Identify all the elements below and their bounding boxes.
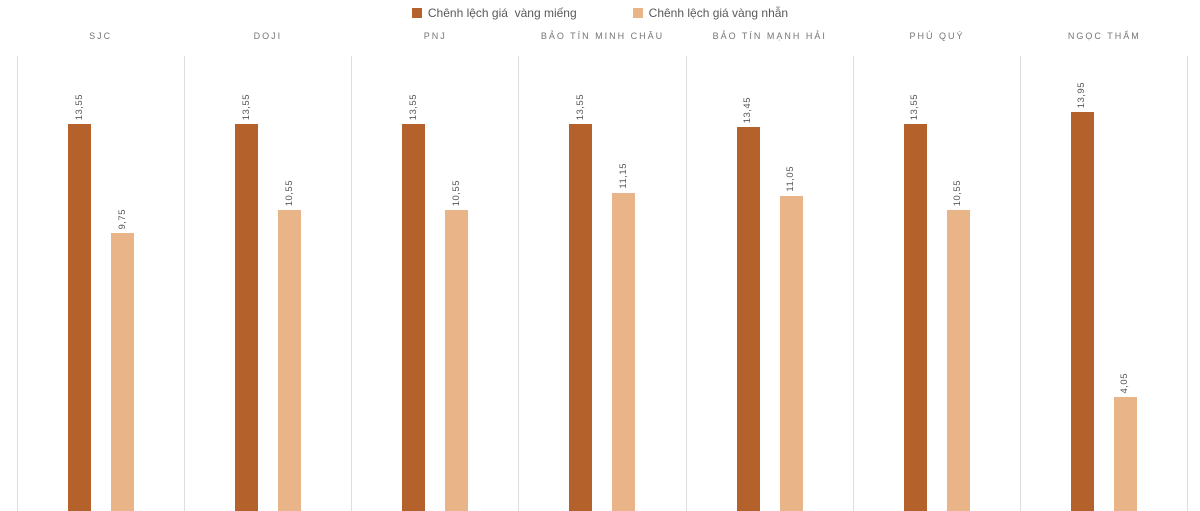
plot-cell: 13,55 10,55 — [852, 56, 1020, 511]
bar-vang-nhan — [1113, 397, 1137, 511]
bar-vang-mieng — [1070, 112, 1094, 511]
bar-value-label: 13,55 — [240, 93, 252, 120]
legend-swatch-vang-mieng — [411, 8, 422, 18]
bar-group-0-series-0: 13,55 — [68, 94, 92, 511]
bar-value-label: 13,55 — [73, 93, 85, 120]
bar-value-label: 11,15 — [617, 163, 629, 189]
bar-value-label: 13,95 — [1076, 81, 1088, 108]
chart-legend: Chênh lệch giá vàng miếng Chênh lệch giá… — [0, 6, 1200, 20]
bar-group-1-series-1: 10,55 — [278, 180, 302, 511]
category-label: PNJ — [423, 31, 447, 41]
bar-group-4-series-0: 13,45 — [736, 97, 760, 511]
legend-label-vang-mieng: Chênh lệch giá vàng miếng — [427, 6, 577, 20]
bar-group-2-series-1: 10,55 — [445, 180, 469, 511]
bar-group-3-series-1: 11,15 — [612, 163, 636, 511]
category-label: PHÚ QUÝ — [909, 31, 965, 41]
bar-vang-mieng — [402, 124, 426, 511]
bar-group-0-series-1: 9,75 — [111, 209, 135, 511]
legend-item-vang-nhan: Chênh lệch giá vàng nhẫn — [632, 6, 789, 20]
bar-vang-nhan — [946, 210, 970, 511]
bar-group-2-series-0: 13,55 — [402, 94, 426, 511]
bar-value-label: 4,05 — [1119, 372, 1131, 394]
plot-cell: 13,55 10,55 — [184, 56, 351, 511]
bar-vang-nhan — [111, 233, 135, 511]
bar-vang-mieng — [235, 124, 259, 511]
plot-cell: 13,45 11,05 — [685, 56, 853, 511]
bar-vang-mieng — [68, 124, 92, 511]
bar-group-4-series-1: 11,05 — [779, 166, 803, 511]
legend-label-vang-nhan: Chênh lệch giá vàng nhẫn — [648, 6, 789, 20]
bar-value-label: 10,55 — [952, 179, 964, 206]
category-label: DOJI — [253, 31, 283, 41]
bar-group-5-series-1: 10,55 — [946, 180, 970, 511]
category-label: BẢO TÍN MẠNH HẢI — [712, 31, 827, 41]
bar-value-label: 13,55 — [909, 93, 921, 120]
bar-vang-mieng — [736, 127, 760, 511]
plot-cell: 13,55 10,55 — [351, 56, 518, 511]
bar-value-label: 10,55 — [283, 179, 295, 206]
category-label: NGỌC THẨM — [1067, 31, 1141, 41]
bar-value-label: 11,05 — [785, 166, 797, 192]
bar-value-label: 10,55 — [450, 179, 462, 206]
bar-group-3-series-0: 13,55 — [569, 94, 593, 511]
bar-vang-nhan — [612, 193, 636, 511]
plot-cell: 13,55 11,15 — [518, 56, 685, 511]
legend-swatch-vang-nhan — [632, 8, 643, 18]
bar-vang-nhan — [278, 210, 302, 511]
category-label: SJC — [89, 31, 113, 41]
plot-cell: 13,55 9,75 — [17, 56, 184, 511]
bar-vang-mieng — [903, 124, 927, 511]
category-axis-labels: SJC DOJI PNJ BẢO TÍN MINH CHÂU BẢO TÍN MẠNH … — [17, 28, 1188, 44]
bar-value-label: 13,55 — [407, 93, 419, 120]
bar-value-label: 13,55 — [574, 93, 586, 120]
bar-vang-mieng — [569, 124, 593, 511]
category-label: BẢO TÍN MINH CHÂU — [540, 31, 665, 41]
bar-group-6-series-1: 4,05 — [1113, 373, 1137, 511]
bar-group-5-series-0: 13,55 — [903, 94, 927, 511]
plot-cell: 13,95 4,05 — [1019, 56, 1188, 511]
legend-item-vang-mieng: Chênh lệch giá vàng miếng — [411, 6, 577, 20]
bar-value-label: 9,75 — [116, 208, 128, 230]
bar-vang-nhan — [779, 196, 803, 511]
bar-group-6-series-0: 13,95 — [1070, 82, 1094, 511]
bar-group-1-series-0: 13,55 — [235, 94, 259, 511]
plot-area: 13,55 9,75 13,55 10,55 13,55 10,55 13,55 11,15 1… — [17, 56, 1188, 511]
bar-vang-nhan — [445, 210, 469, 511]
bar-value-label: 13,45 — [742, 96, 754, 123]
